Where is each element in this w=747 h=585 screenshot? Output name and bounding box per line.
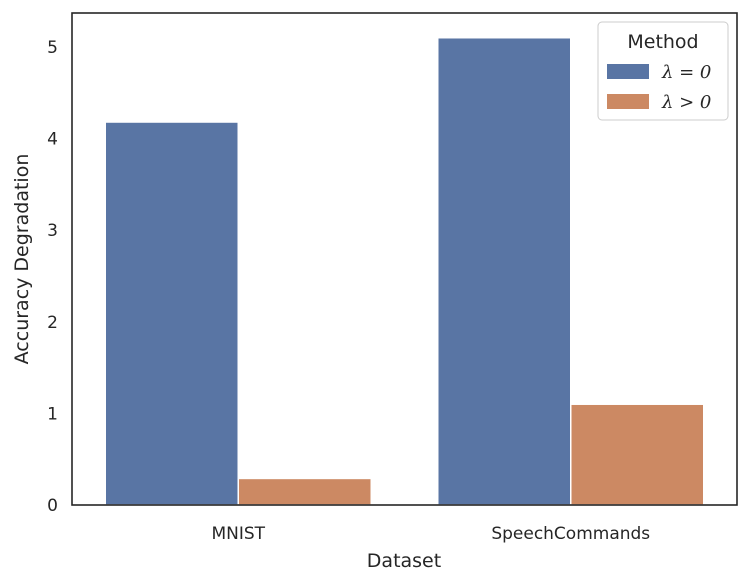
bar-speechcommands-series-0 xyxy=(437,36,572,506)
legend-label-lambda-positive: λ > 0 xyxy=(661,92,711,113)
x-axis-title: Dataset xyxy=(367,550,441,572)
y-axis-ticks: 0 1 2 3 4 5 xyxy=(47,38,58,516)
bar-mnist-series-0 xyxy=(104,121,239,506)
y-tick-label: 0 xyxy=(47,496,58,516)
bar-mnist-series-1 xyxy=(237,477,372,506)
y-tick-label: 3 xyxy=(47,221,58,241)
y-tick-label: 4 xyxy=(47,130,58,150)
legend-title: Method xyxy=(627,31,698,53)
bars xyxy=(104,36,705,506)
plot-frame xyxy=(71,12,738,506)
x-tick-label: MNIST xyxy=(211,524,265,544)
y-tick-label: 2 xyxy=(47,313,58,333)
x-axis-ticks: MNIST SpeechCommands xyxy=(211,524,650,544)
y-axis-title: Accuracy Degradation xyxy=(11,154,33,365)
y-tick-label: 1 xyxy=(47,404,58,424)
legend: Method λ = 0 λ > 0 xyxy=(597,21,729,121)
legend-swatch-lambda-positive xyxy=(607,94,649,109)
y-tick-label: 5 xyxy=(47,38,58,58)
bar-speechcommands-series-1 xyxy=(570,403,705,506)
x-tick-label: SpeechCommands xyxy=(491,524,650,544)
legend-swatch-lambda-zero xyxy=(607,64,649,79)
legend-label-lambda-zero: λ = 0 xyxy=(661,62,711,83)
